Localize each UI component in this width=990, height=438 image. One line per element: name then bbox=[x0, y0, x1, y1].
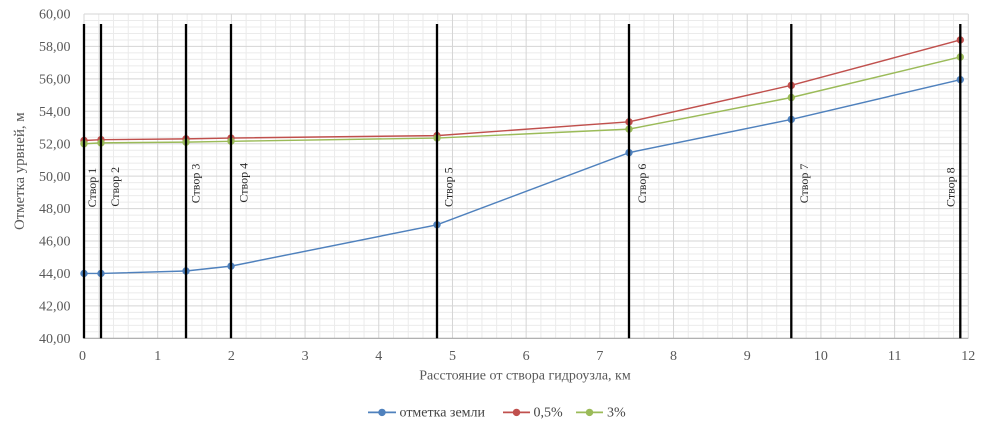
svg-text:Створ 3: Створ 3 bbox=[189, 164, 203, 204]
svg-text:3%: 3% bbox=[607, 406, 626, 421]
svg-text:52,00: 52,00 bbox=[39, 137, 71, 152]
svg-text:2: 2 bbox=[228, 349, 235, 364]
svg-text:58,00: 58,00 bbox=[39, 40, 71, 55]
svg-text:Створ 1: Створ 1 bbox=[85, 168, 99, 208]
svg-text:46,00: 46,00 bbox=[39, 235, 71, 250]
svg-text:7: 7 bbox=[596, 349, 603, 364]
svg-text:Створ 2: Створ 2 bbox=[108, 167, 122, 207]
svg-text:Створ 5: Створ 5 bbox=[442, 167, 456, 207]
svg-text:Отметка урвней, м: Отметка урвней, м bbox=[12, 112, 28, 230]
svg-text:50,00: 50,00 bbox=[39, 170, 71, 185]
svg-text:60,00: 60,00 bbox=[39, 8, 71, 23]
svg-text:5: 5 bbox=[449, 349, 456, 364]
svg-text:54,00: 54,00 bbox=[39, 105, 71, 120]
svg-text:44,00: 44,00 bbox=[39, 267, 71, 282]
svg-text:3: 3 bbox=[302, 349, 309, 364]
svg-text:Створ 8: Створ 8 bbox=[944, 167, 958, 207]
svg-text:0: 0 bbox=[79, 349, 86, 364]
svg-text:0,5%: 0,5% bbox=[534, 406, 564, 421]
svg-text:Створ 6: Створ 6 bbox=[635, 164, 649, 204]
svg-text:отметка земли: отметка земли bbox=[400, 406, 486, 421]
svg-text:Створ 7: Створ 7 bbox=[797, 164, 811, 204]
svg-text:Створ 4: Створ 4 bbox=[236, 163, 250, 203]
svg-text:1: 1 bbox=[154, 349, 161, 364]
svg-text:40,00: 40,00 bbox=[39, 332, 71, 347]
svg-text:4: 4 bbox=[375, 349, 382, 364]
svg-text:56,00: 56,00 bbox=[39, 73, 71, 88]
svg-text:6: 6 bbox=[523, 349, 530, 364]
svg-text:10: 10 bbox=[814, 349, 828, 364]
svg-text:12: 12 bbox=[961, 349, 975, 364]
svg-text:9: 9 bbox=[744, 349, 751, 364]
svg-text:11: 11 bbox=[888, 349, 901, 364]
svg-text:8: 8 bbox=[670, 349, 677, 364]
svg-text:48,00: 48,00 bbox=[39, 202, 71, 217]
svg-text:Расстояние от створа гидроузла: Расстояние от створа гидроузла, км bbox=[419, 368, 631, 383]
svg-text:42,00: 42,00 bbox=[39, 300, 71, 315]
